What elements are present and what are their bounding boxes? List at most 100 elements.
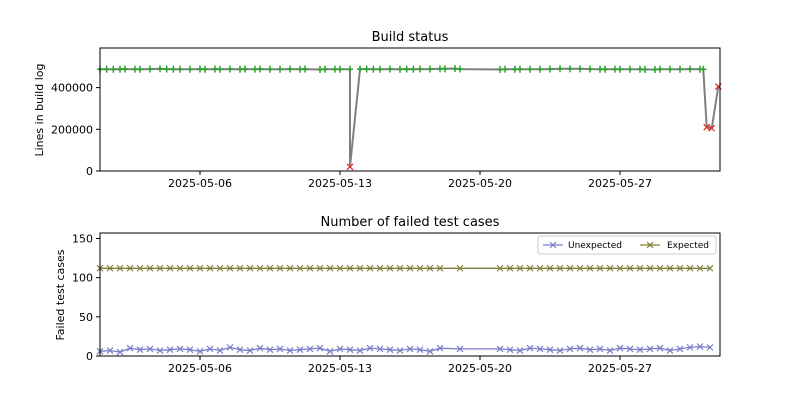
failed-tests-axes-frame bbox=[99, 232, 721, 357]
build-success-marker bbox=[242, 65, 248, 73]
build-success-marker bbox=[187, 65, 193, 73]
build-success-marker bbox=[110, 65, 117, 73]
series-point-expected bbox=[286, 264, 294, 272]
build-success-marker bbox=[137, 65, 143, 73]
series-point-unexpected bbox=[436, 344, 444, 352]
series-point-expected bbox=[456, 264, 464, 272]
build-success-marker bbox=[287, 65, 293, 73]
build-status-ytick-label: 0 bbox=[86, 165, 93, 178]
series-point-expected bbox=[526, 264, 534, 272]
build-success-marker bbox=[267, 65, 273, 73]
series-point-expected bbox=[156, 264, 164, 272]
series-point-unexpected bbox=[136, 346, 144, 354]
legend-label-unexpected: Unexpected bbox=[568, 241, 622, 251]
series-point-unexpected bbox=[106, 347, 114, 354]
series-point-expected bbox=[166, 264, 174, 272]
series-point-expected bbox=[146, 264, 154, 272]
series-point-unexpected bbox=[166, 346, 174, 354]
failed-tests-xtick-label: 2025-05-13 bbox=[308, 362, 372, 375]
build-status-chart: Build status Lines in build log 2025-05-… bbox=[33, 30, 722, 190]
build-status-xtick-label: 2025-05-20 bbox=[448, 177, 512, 190]
series-point-unexpected bbox=[186, 346, 194, 354]
legend-frame bbox=[537, 235, 717, 255]
series-point-unexpected bbox=[546, 346, 554, 354]
series-point-expected bbox=[576, 264, 584, 272]
build-success-marker bbox=[567, 65, 573, 73]
series-point-unexpected bbox=[376, 345, 384, 353]
series-point-expected bbox=[626, 264, 634, 272]
series-point-expected bbox=[426, 264, 434, 272]
build-status-axes-frame bbox=[99, 47, 721, 172]
series-point-unexpected bbox=[596, 345, 604, 353]
build-status-ylabel: Lines in build log bbox=[33, 64, 46, 157]
series-point-unexpected bbox=[406, 345, 414, 353]
series-point-unexpected bbox=[566, 345, 574, 353]
build-success-marker bbox=[557, 65, 563, 73]
build-success-marker bbox=[577, 65, 583, 73]
series-point-expected bbox=[556, 264, 564, 272]
series-point-unexpected bbox=[556, 347, 564, 354]
build-success-marker bbox=[627, 65, 633, 73]
series-point-expected bbox=[186, 264, 194, 272]
series-point-unexpected bbox=[126, 344, 134, 352]
series-point-expected bbox=[416, 264, 424, 272]
build-success-marker bbox=[587, 65, 593, 73]
legend-swatch-marker bbox=[549, 241, 557, 249]
build-success-marker bbox=[397, 65, 403, 73]
series-point-unexpected bbox=[606, 347, 614, 354]
series-point-unexpected bbox=[116, 348, 124, 356]
build-success-marker bbox=[302, 65, 308, 73]
series-point-expected bbox=[326, 264, 334, 272]
series-point-unexpected bbox=[176, 345, 184, 353]
series-point-expected bbox=[136, 264, 144, 272]
series-point-expected bbox=[316, 264, 324, 272]
build-failure-marker bbox=[703, 123, 711, 131]
series-point-unexpected bbox=[396, 347, 404, 354]
series-point-unexpected bbox=[306, 345, 314, 353]
series-point-unexpected bbox=[516, 347, 524, 354]
series-point-expected bbox=[436, 264, 444, 272]
series-point-unexpected bbox=[266, 346, 274, 354]
build-success-marker bbox=[617, 65, 623, 73]
series-point-unexpected bbox=[286, 347, 294, 354]
series-point-unexpected bbox=[276, 345, 284, 353]
series-point-unexpected bbox=[696, 343, 704, 351]
failed-tests-plot-area: 2025-05-06 2025-05-13 2025-05-20 2025-05-27… bbox=[72, 232, 714, 375]
series-point-expected bbox=[216, 264, 224, 272]
series-point-expected bbox=[296, 264, 304, 272]
series-point-unexpected bbox=[336, 345, 344, 353]
build-success-marker bbox=[687, 65, 693, 73]
series-point-unexpected bbox=[526, 344, 534, 352]
failed-tests-xtick-label: 2025-05-06 bbox=[168, 362, 232, 375]
series-point-unexpected bbox=[686, 343, 694, 351]
failed-tests-chart: Number of failed test cases Failed test … bbox=[54, 215, 721, 375]
series-point-unexpected bbox=[236, 346, 244, 354]
build-success-marker bbox=[457, 65, 463, 73]
series-point-expected bbox=[646, 264, 654, 272]
build-success-marker bbox=[370, 65, 377, 73]
failed-tests-ytick-label: 50 bbox=[79, 311, 93, 324]
series-point-expected bbox=[346, 264, 354, 272]
build-success-marker bbox=[277, 65, 283, 73]
legend-swatch-expected bbox=[640, 241, 660, 249]
series-point-unexpected bbox=[666, 347, 674, 354]
series-point-unexpected bbox=[506, 346, 514, 354]
failed-tests-xtick-label: 2025-05-27 bbox=[588, 362, 652, 375]
series-point-expected bbox=[506, 264, 514, 272]
series-point-expected bbox=[676, 264, 684, 272]
build-success-marker bbox=[410, 65, 417, 73]
series-point-expected bbox=[376, 264, 384, 272]
series-point-expected bbox=[206, 264, 214, 272]
series-point-expected bbox=[586, 264, 594, 272]
series-point-unexpected bbox=[386, 346, 394, 354]
series-point-unexpected bbox=[346, 346, 354, 354]
series-point-expected bbox=[236, 264, 244, 272]
failed-tests-ytick-label: 0 bbox=[86, 350, 93, 363]
series-point-expected bbox=[196, 264, 204, 272]
series-point-expected bbox=[176, 264, 184, 272]
series-point-expected bbox=[516, 264, 524, 272]
series-point-expected bbox=[116, 264, 124, 272]
series-point-unexpected bbox=[296, 346, 304, 354]
